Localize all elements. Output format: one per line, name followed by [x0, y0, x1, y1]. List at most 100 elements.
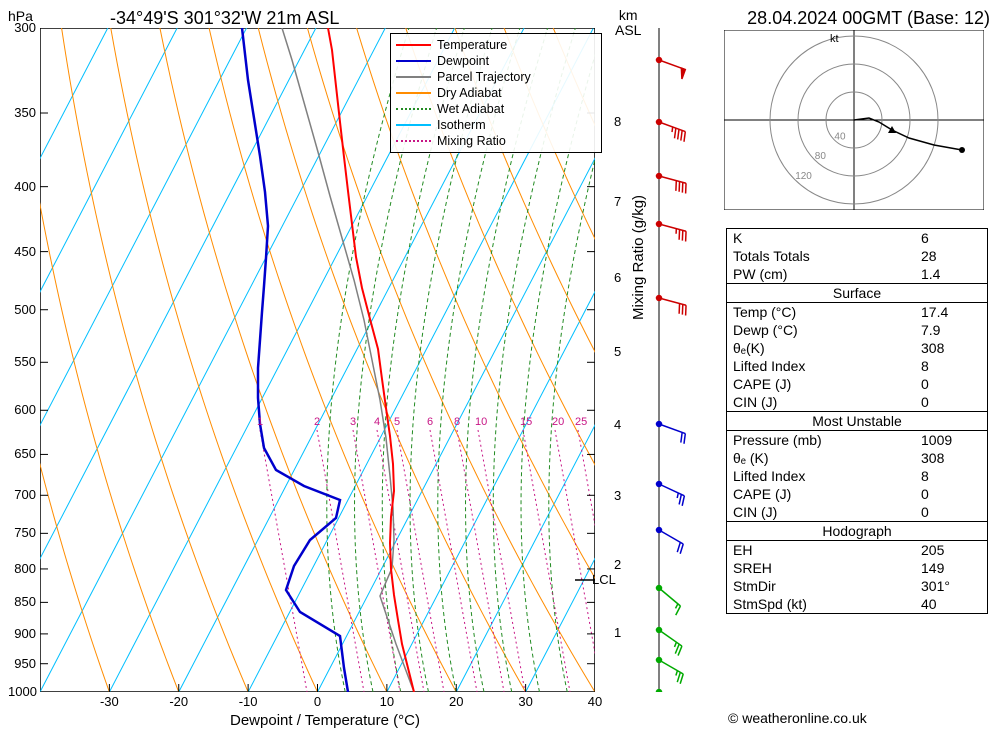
temp-tick: 0: [303, 694, 333, 709]
table-value: 0: [921, 394, 981, 410]
table-row: θₑ(K)308: [727, 339, 987, 357]
table-row: θₑ (K)308: [727, 449, 987, 467]
legend-item: Wet Adiabat: [396, 101, 596, 117]
mixing-ratio-value: 6: [427, 416, 433, 428]
km-tick: 8: [614, 114, 621, 129]
hodograph-unit: kt: [830, 33, 839, 45]
km-tick: 5: [614, 344, 621, 359]
mixing-ratio-value: 8: [454, 416, 460, 428]
legend-label: Dewpoint: [437, 54, 489, 68]
table-value: 0: [921, 504, 981, 520]
table-label: CAPE (J): [733, 486, 921, 502]
table-row: EH205: [727, 541, 987, 559]
table-value: 308: [921, 340, 981, 356]
copyright-text: © weatheronline.co.uk: [728, 710, 867, 726]
svg-text:40: 40: [834, 132, 846, 143]
temp-tick: 20: [441, 694, 471, 709]
table-label: StmSpd (kt): [733, 596, 921, 612]
table-row: StmSpd (kt)40: [727, 595, 987, 613]
temp-tick: -10: [233, 694, 263, 709]
table-value: 28: [921, 248, 981, 264]
table-label: EH: [733, 542, 921, 558]
mixing-ratio-value: 1: [257, 416, 263, 428]
svg-text:120: 120: [795, 171, 812, 182]
mixing-ratio-value: 3: [350, 416, 356, 428]
table-value: 6: [921, 230, 981, 246]
table-value: 0: [921, 376, 981, 392]
hpa-tick: 600: [8, 402, 36, 417]
table-value: 40: [921, 596, 981, 612]
table-row: Dewp (°C)7.9: [727, 321, 987, 339]
temp-tick: -30: [94, 694, 124, 709]
table-label: CAPE (J): [733, 376, 921, 392]
table-value: 149: [921, 560, 981, 576]
hpa-tick: 800: [8, 561, 36, 576]
table-value: 17.4: [921, 304, 981, 320]
table-section-header: Surface: [727, 283, 987, 303]
km-tick: 7: [614, 194, 621, 209]
mixing-ratio-value: 15: [520, 416, 532, 428]
mixing-ratio-value: 4: [374, 416, 380, 428]
km-tick: 3: [614, 488, 621, 503]
table-row: CAPE (J)0: [727, 485, 987, 503]
km-tick: 1: [614, 625, 621, 640]
table-row: CIN (J)0: [727, 503, 987, 521]
hpa-tick: 750: [8, 525, 36, 540]
table-value: 308: [921, 450, 981, 466]
wind-barb-column: [654, 28, 694, 692]
legend-item: Parcel Trajectory: [396, 69, 596, 85]
hpa-tick: 300: [8, 20, 36, 35]
hodograph-chart: 40 80120: [724, 30, 984, 210]
mixing-ratio-value: 20: [552, 416, 564, 428]
table-label: Pressure (mb): [733, 432, 921, 448]
hpa-tick: 950: [8, 656, 36, 671]
svg-text:80: 80: [815, 151, 827, 162]
temp-tick: 40: [580, 694, 610, 709]
hpa-tick: 400: [8, 179, 36, 194]
hpa-tick: 900: [8, 626, 36, 641]
table-label: PW (cm): [733, 266, 921, 282]
table-row: K6: [727, 229, 987, 247]
legend-label: Dry Adiabat: [437, 86, 502, 100]
legend-item: Isotherm: [396, 117, 596, 133]
y-axis-right-unit: kmASL: [615, 8, 641, 39]
table-value: 8: [921, 468, 981, 484]
mixing-ratio-value: 2: [314, 416, 320, 428]
mixing-ratio-value: 25: [575, 416, 587, 428]
legend-item: Dry Adiabat: [396, 85, 596, 101]
table-value: 1009: [921, 432, 981, 448]
indices-table: K6Totals Totals28PW (cm)1.4SurfaceTemp (…: [726, 228, 988, 614]
table-value: 1.4: [921, 266, 981, 282]
temp-tick: 30: [511, 694, 541, 709]
table-row: Temp (°C)17.4: [727, 303, 987, 321]
table-label: StmDir: [733, 578, 921, 594]
table-value: 7.9: [921, 322, 981, 338]
legend-item: Dewpoint: [396, 53, 596, 69]
table-label: K: [733, 230, 921, 246]
legend-label: Wet Adiabat: [437, 102, 504, 116]
table-row: Lifted Index8: [727, 357, 987, 375]
table-value: 301°: [921, 578, 981, 594]
datetime-title: 28.04.2024 00GMT (Base: 12): [747, 8, 990, 29]
temp-tick: 10: [372, 694, 402, 709]
hpa-tick: 650: [8, 446, 36, 461]
table-row: CIN (J)0: [727, 393, 987, 411]
legend-label: Temperature: [437, 38, 507, 52]
table-label: CIN (J): [733, 394, 921, 410]
hpa-tick: 500: [8, 302, 36, 317]
x-axis-label: Dewpoint / Temperature (°C): [230, 712, 420, 729]
mixing-ratio-value: 5: [394, 416, 400, 428]
hpa-tick: 350: [8, 105, 36, 120]
hpa-tick: 550: [8, 354, 36, 369]
table-section-header: Hodograph: [727, 521, 987, 541]
table-row: CAPE (J)0: [727, 375, 987, 393]
legend-label: Isotherm: [437, 118, 486, 132]
table-label: Dewp (°C): [733, 322, 921, 338]
table-row: Pressure (mb)1009: [727, 431, 987, 449]
table-label: θₑ (K): [733, 450, 921, 466]
location-title: -34°49'S 301°32'W 21m ASL: [110, 8, 339, 29]
table-label: Temp (°C): [733, 304, 921, 320]
legend-item: Mixing Ratio: [396, 133, 596, 149]
km-tick: 4: [614, 417, 621, 432]
table-row: Totals Totals28: [727, 247, 987, 265]
